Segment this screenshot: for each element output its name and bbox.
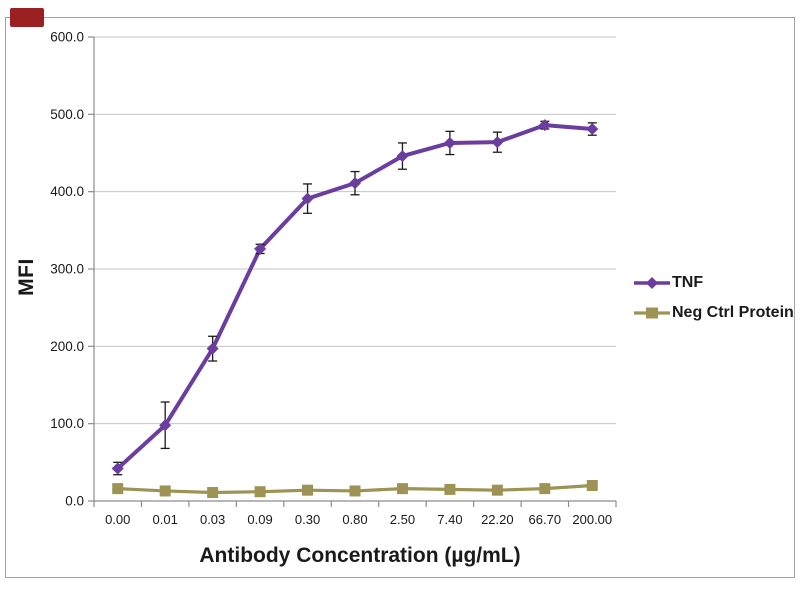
data-point-marker <box>396 150 409 163</box>
data-point-marker <box>254 242 267 255</box>
y-tick-label: 300.0 <box>50 262 84 277</box>
data-point-marker <box>301 192 314 205</box>
x-tick-label: 7.40 <box>437 512 462 527</box>
x-tick-label: 200.00 <box>572 512 612 527</box>
logo-badge <box>10 8 44 27</box>
legend-label: Neg Ctrl Protein <box>672 303 794 321</box>
legend-label: TNF <box>672 273 704 291</box>
y-tick-label: 0.0 <box>65 494 84 509</box>
data-point-marker <box>396 483 408 495</box>
legend-marker-square <box>646 307 658 318</box>
data-point-marker <box>538 119 551 132</box>
data-point-marker <box>444 483 456 495</box>
data-point-marker <box>491 136 504 149</box>
x-tick-label: 0.09 <box>247 512 272 527</box>
x-axis-title: Antibody Concentration (µg/mL) <box>199 544 521 567</box>
x-tick-label: 0.01 <box>153 512 178 527</box>
x-tick-label: 22.20 <box>481 512 514 527</box>
legend-marker-diamond <box>646 276 658 289</box>
y-tick-label: 600.0 <box>50 30 84 45</box>
data-point-marker <box>443 136 456 149</box>
data-point-marker <box>349 485 361 497</box>
neg-ctrl-series-swatch <box>634 307 670 318</box>
data-point-marker <box>539 483 551 495</box>
data-point-marker <box>302 484 314 496</box>
data-point-marker <box>159 485 171 497</box>
x-tick-label: 2.50 <box>390 512 415 527</box>
y-tick-label: 400.0 <box>50 184 84 199</box>
data-point-marker <box>586 123 599 136</box>
x-tick-label: 0.30 <box>295 512 320 527</box>
x-tick-label: 0.00 <box>105 512 130 527</box>
legend-item-neg-ctrl: Neg Ctrl Protein <box>633 302 794 323</box>
chart-frame <box>5 17 795 578</box>
data-point-marker <box>159 419 172 432</box>
tnf-series-swatch <box>634 276 670 289</box>
data-point-marker <box>254 486 266 498</box>
y-tick-label: 200.0 <box>50 339 84 354</box>
x-tick-label: 0.80 <box>342 512 367 527</box>
y-tick-label: 100.0 <box>50 416 84 431</box>
y-tick-label: 500.0 <box>50 107 84 122</box>
data-point-marker <box>206 342 219 355</box>
data-point-marker <box>111 462 124 475</box>
legend-item-tnf: TNF <box>633 272 794 293</box>
y-axis-title: MFI <box>15 258 38 296</box>
data-point-marker <box>349 177 361 190</box>
data-point-marker <box>491 484 503 496</box>
legend: TNF Neg Ctrl Protein <box>633 272 794 323</box>
x-tick-label: 0.03 <box>200 512 225 527</box>
data-point-marker <box>112 483 124 495</box>
data-point-marker <box>586 480 598 492</box>
x-tick-label: 66.70 <box>529 512 562 527</box>
data-point-marker <box>207 486 219 498</box>
